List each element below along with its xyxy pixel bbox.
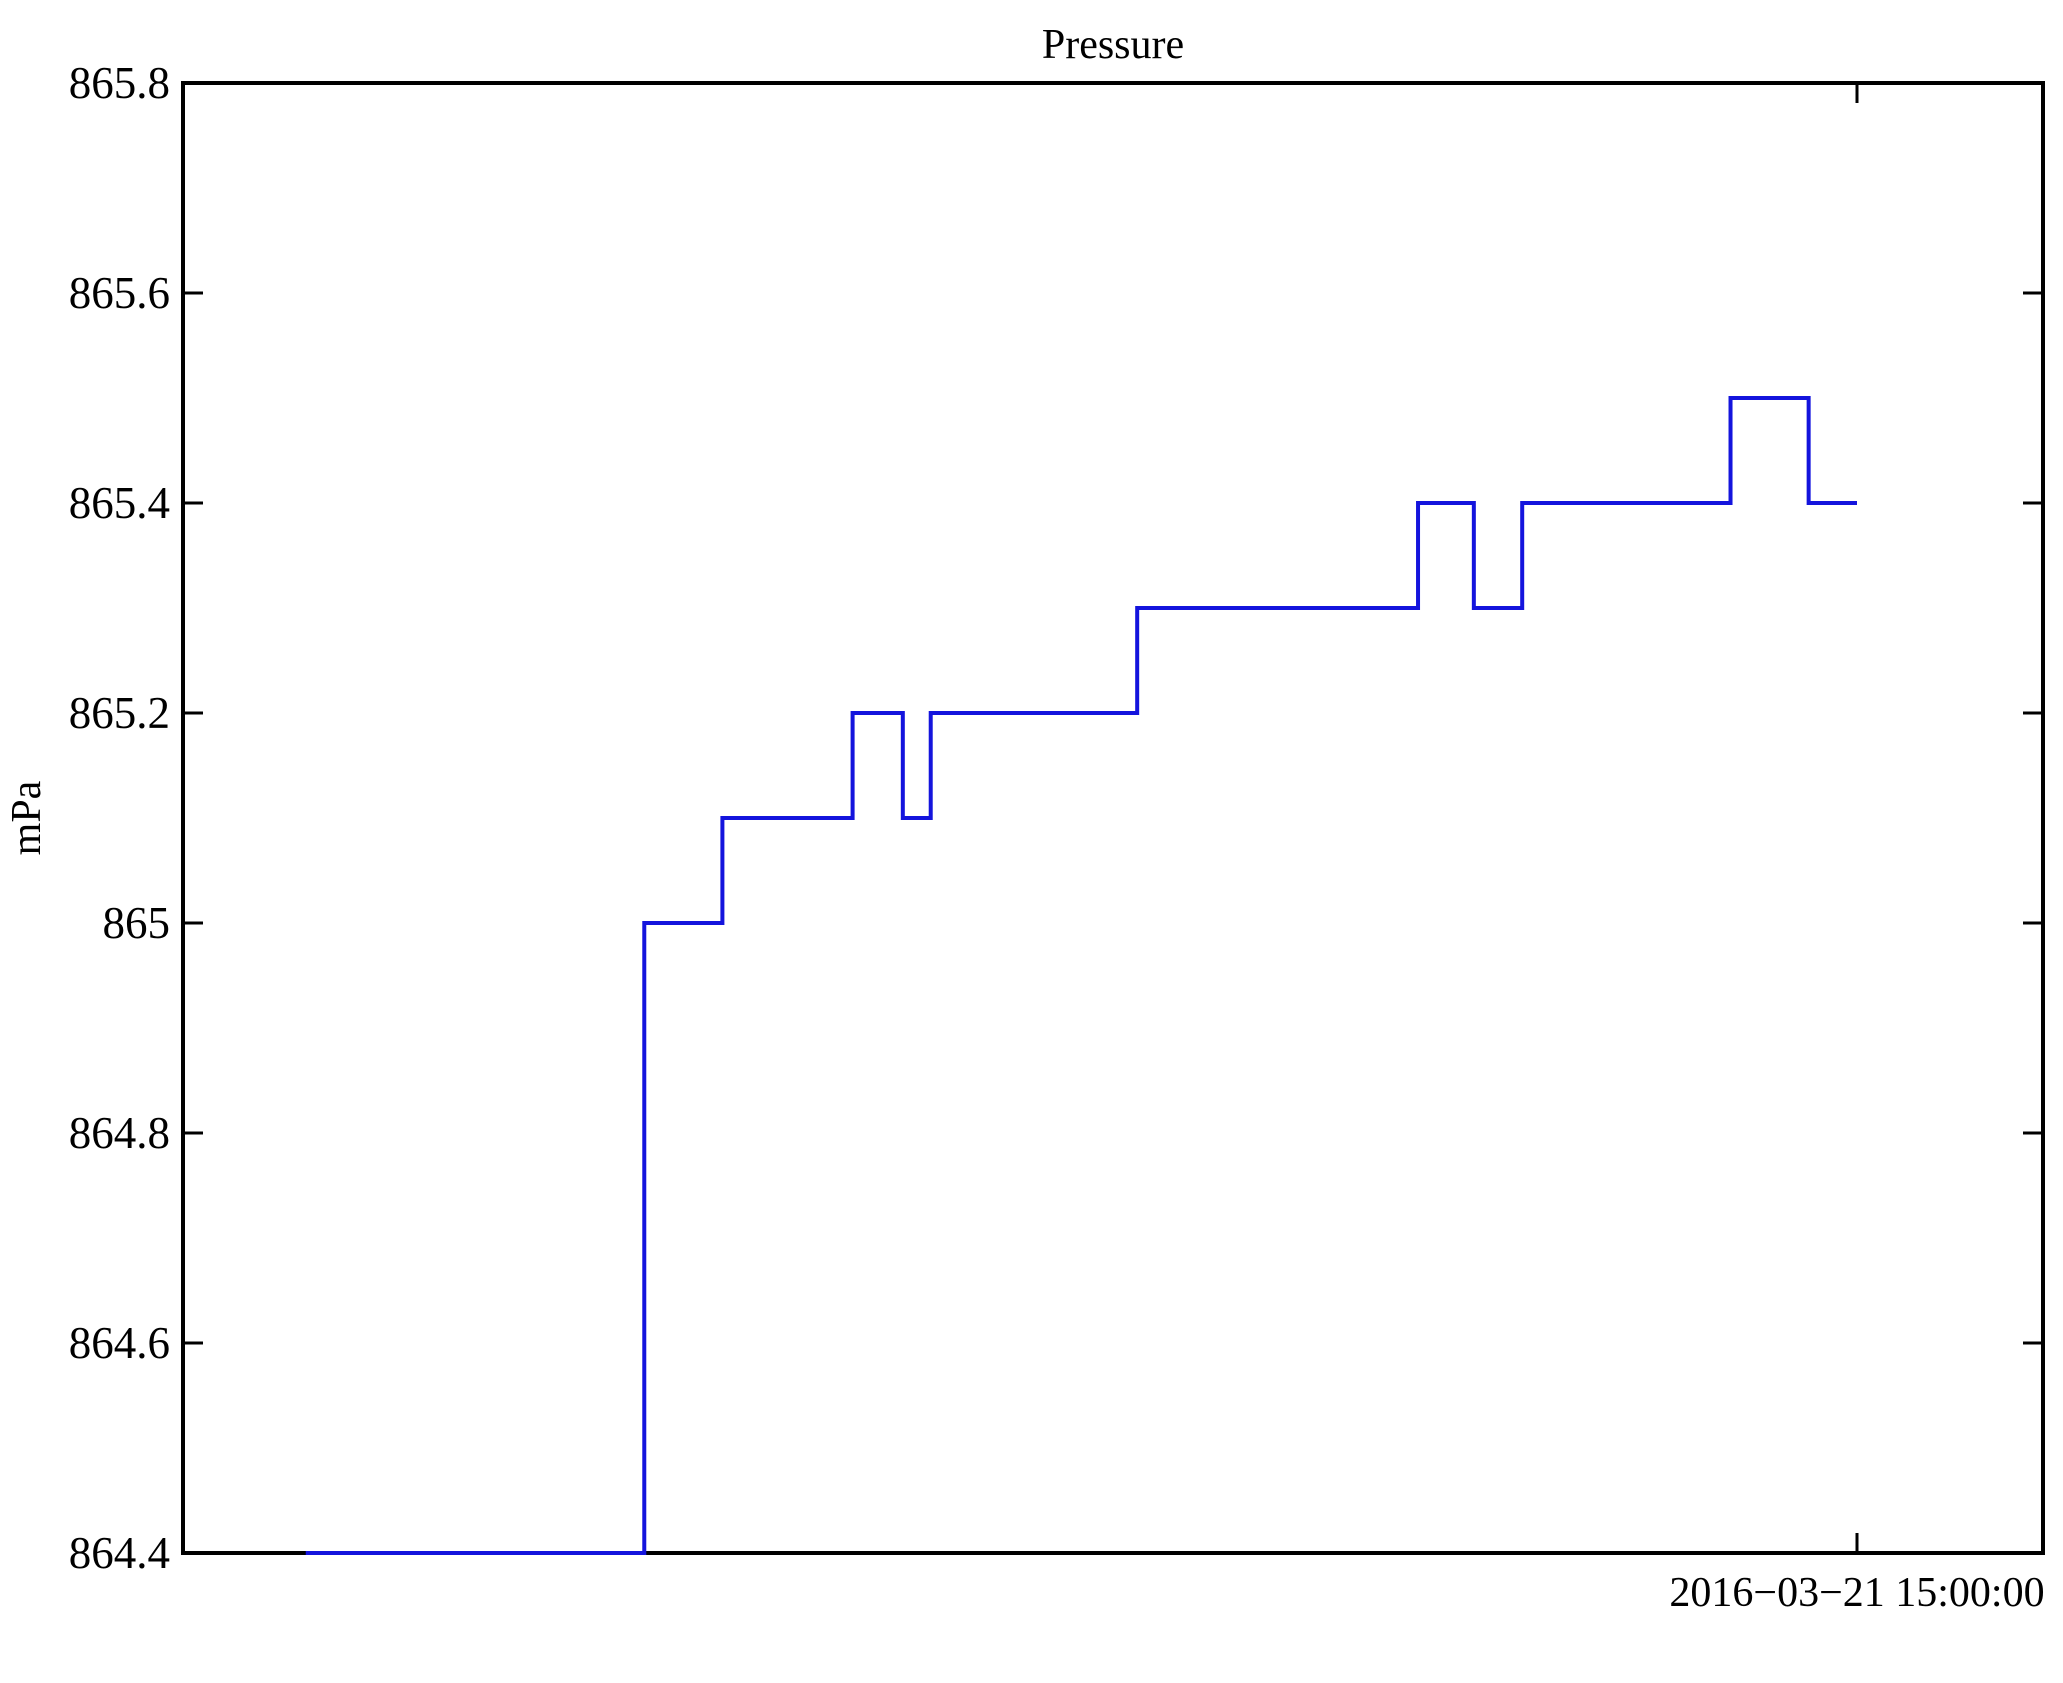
pressure-series-line [305, 396, 1857, 1555]
y-tick-label: 864.4 [69, 1528, 170, 1578]
y-tick-labels: 864.4 864.6 864.8 865 865.2 865.4 865.6 865.8 [69, 58, 170, 1578]
y-tick-label: 865 [103, 898, 171, 948]
chart-title: Pressure [1042, 22, 1184, 68]
y-tick-label: 865.6 [69, 268, 170, 318]
y-tick-label: 865.2 [69, 688, 170, 738]
y-tick-label: 864.6 [69, 1318, 170, 1368]
y-axis-label: mPa [4, 780, 50, 855]
y-tick-label: 864.8 [69, 1108, 170, 1158]
axis-ticks [183, 81, 2043, 1555]
axes-box [181, 81, 2045, 1555]
x-tick-label: 2016−03−21 15:00:00 [1669, 1570, 2044, 1616]
y-tick-label: 865.8 [69, 58, 170, 108]
plot-border [181, 81, 2045, 1555]
y-tick-label: 865.4 [69, 478, 170, 528]
